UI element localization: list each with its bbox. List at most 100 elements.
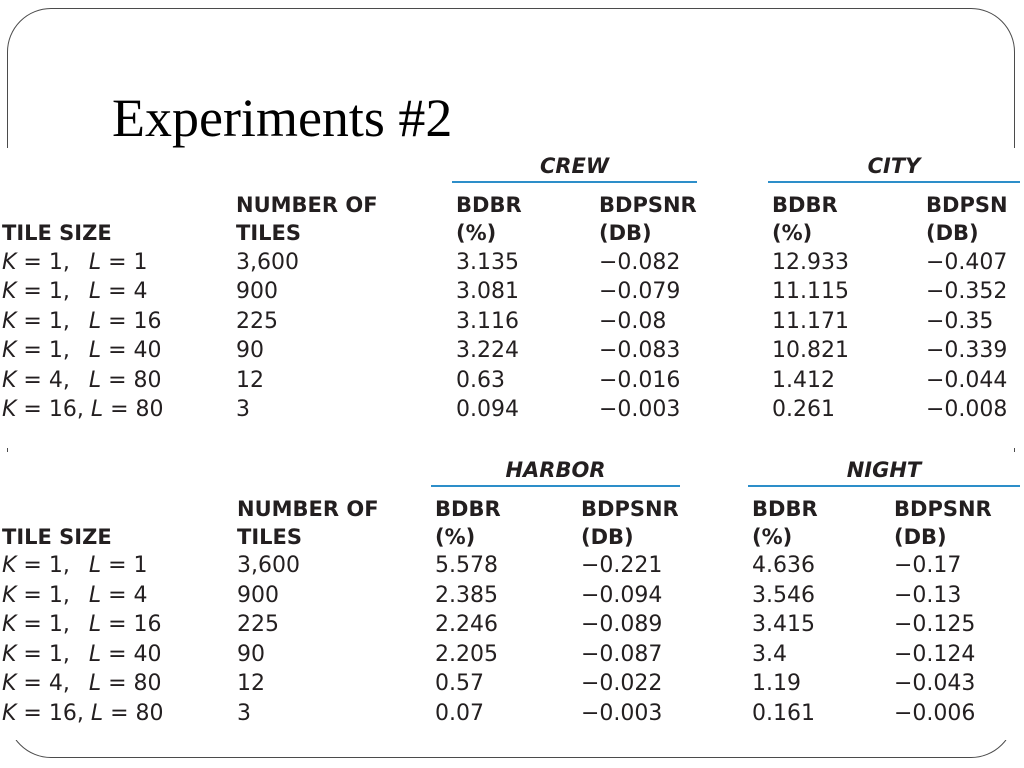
bdpsnr-cell: −0.008 [926,397,1008,422]
l-variable: L [88,612,102,638]
header-bdpsnr: (DB) [581,525,634,549]
number-of-tiles-cell: 225 [236,308,278,334]
bdbr-cell: 2.385 [435,582,498,608]
k-variable: K [2,397,17,422]
k-variable: K [2,250,17,275]
k-value: = 4, [16,367,70,393]
l-variable: L [88,671,102,697]
bdbr-cell: 3.135 [456,250,519,275]
tile-size-cell: K = 4, L = 80 [2,366,162,395]
header-number-of-tiles: TILES [237,525,302,549]
group-heading: CREW [539,154,610,178]
bdpsnr-cell: −0.352 [926,279,1008,305]
header-number-of-tiles: NUMBER OF [237,497,379,521]
group-rule [748,485,1020,487]
header-tile-size: TILE SIZE [2,525,112,549]
k-variable: K [2,279,17,305]
l-value: = 1 [101,250,148,275]
header-bdbr: (%) [752,525,793,549]
l-value: = 1 [101,553,148,578]
k-value: = 4, [16,671,70,697]
l-variable: L [88,250,102,275]
bdbr-cell: 3.116 [456,308,519,334]
l-value: = 40 [101,338,162,364]
l-value: = 80 [101,367,162,393]
header-bdpsnr: (DB) [599,221,652,245]
l-value: = 40 [101,641,162,667]
bdpsnr-cell: −0.08 [599,308,667,334]
k-value: = 1, [16,250,70,275]
bdbr-cell: 10.821 [772,338,849,364]
results-table-crew-city: CREW CITY TILE SIZE NUMBER OF TILES BDBR (%) BD… [0,148,1020,448]
bdpsnr-cell: −0.003 [581,701,663,726]
group-heading: CITY [867,154,921,178]
l-variable: L [88,338,102,364]
k-variable: K [2,701,17,726]
bdbr-cell: 3.546 [752,582,815,608]
bdbr-cell: 0.161 [752,701,815,726]
bdpsnr-cell: −0.339 [926,338,1008,364]
bdbr-cell: 1.412 [772,367,835,393]
bdpsnr-cell: −0.089 [581,612,663,638]
bdpsnr-cell: −0.35 [926,308,994,334]
l-value: = 4 [101,279,148,305]
bdbr-cell: 0.094 [456,397,519,422]
tile-size-cell: K = 1, L = 4 [2,277,148,306]
bdpsnr-cell: −0.407 [926,250,1008,275]
bdbr-cell: 0.07 [435,701,484,726]
k-value: = 16, [16,701,84,726]
header-bdpsnr: BDPSN [926,193,1008,217]
number-of-tiles-cell: 3,600 [236,250,299,275]
bdbr-cell: 4.636 [752,553,815,578]
tile-size-cell: K = 1, L = 40 [2,640,162,669]
k-value: = 1, [16,641,70,667]
bdpsnr-cell: −0.083 [599,338,681,364]
bdpsnr-cell: −0.043 [894,671,976,697]
header-number-of-tiles: NUMBER OF [236,193,378,217]
bdbr-cell: 3.4 [752,641,787,667]
header-bdpsnr: (DB) [894,525,947,549]
k-variable: K [2,367,17,393]
l-variable: L [90,397,104,422]
number-of-tiles-cell: 3 [237,701,251,726]
header-bdbr: (%) [772,221,813,245]
bdbr-cell: 3.081 [456,279,519,305]
number-of-tiles-cell: 12 [236,367,264,393]
bdbr-cell: 3.415 [752,612,815,638]
bdpsnr-cell: −0.221 [581,553,663,578]
bdpsnr-cell: −0.044 [926,367,1008,393]
bdbr-cell: 0.261 [772,397,835,422]
bdbr-cell: 2.246 [435,612,498,638]
tile-size-cell: K = 1, L = 1 [2,248,148,277]
group-heading: HARBOR [505,458,606,482]
number-of-tiles-cell: 90 [236,338,264,364]
header-number-of-tiles: TILES [236,221,301,245]
bdpsnr-cell: −0.094 [581,582,663,608]
k-value: = 1, [16,553,70,578]
header-bdbr: BDBR [456,193,522,217]
group-rule [768,181,1020,183]
number-of-tiles-cell: 3 [236,397,250,422]
header-bdpsnr: BDPSNR [894,497,992,521]
bdpsnr-cell: −0.13 [894,582,962,608]
bdpsnr-cell: −0.124 [894,641,976,667]
group-heading: NIGHT [846,458,922,482]
group-rule [431,485,680,487]
header-bdpsnr: (DB) [926,221,979,245]
bdbr-cell: 1.19 [752,671,801,697]
tile-size-cell: K = 1, L = 16 [2,307,162,336]
k-value: = 1, [16,279,70,305]
header-tile-size: TILE SIZE [2,221,112,245]
l-value: = 16 [101,612,162,638]
l-variable: L [88,279,102,305]
tile-size-cell: K = 1, L = 16 [2,610,162,639]
bdbr-cell: 11.115 [772,279,849,305]
bdpsnr-cell: −0.016 [599,367,681,393]
bdpsnr-cell: −0.006 [894,701,976,726]
number-of-tiles-cell: 3,600 [237,553,300,578]
k-variable: K [2,612,17,638]
k-value: = 1, [16,338,70,364]
header-bdpsnr: BDPSNR [599,193,697,217]
header-bdbr: BDBR [435,497,501,521]
l-value: = 80 [103,701,164,726]
